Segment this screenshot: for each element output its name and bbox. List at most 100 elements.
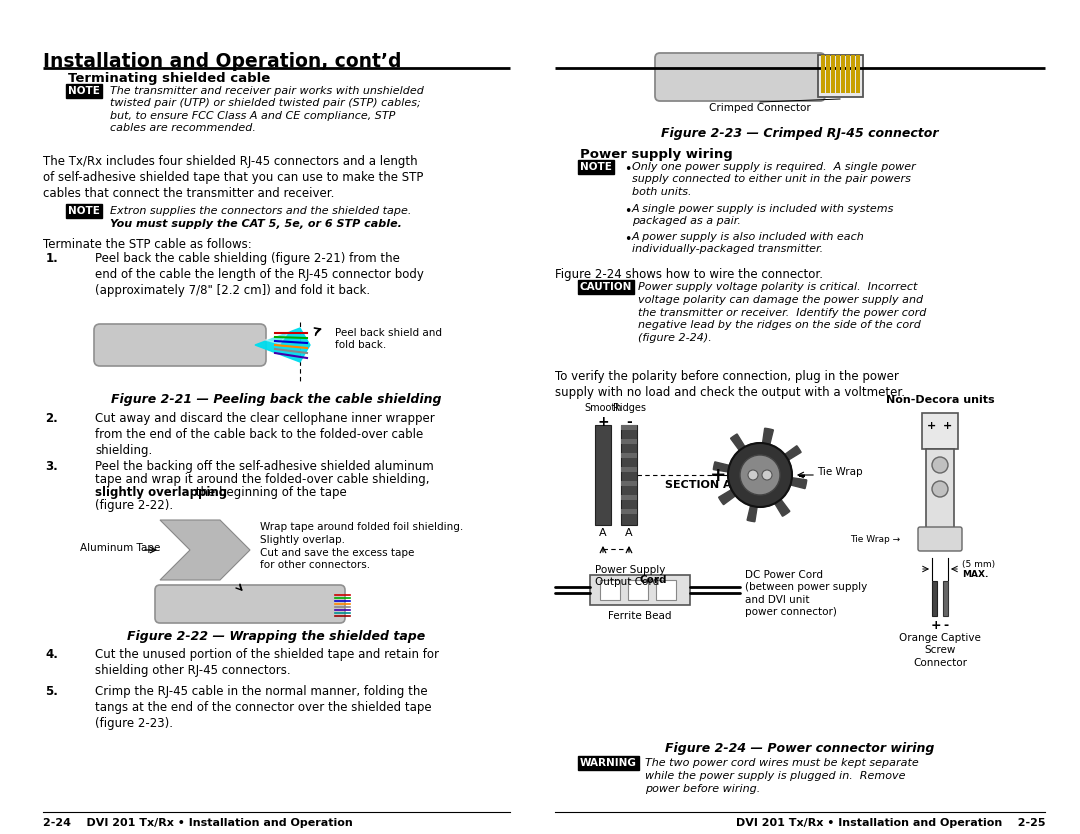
Text: Only one power supply is required.  A single power
supply connected to either un: Only one power supply is required. A sin… xyxy=(632,162,916,197)
Bar xyxy=(826,55,829,93)
Text: •: • xyxy=(624,163,632,176)
Text: Peel back shield and
fold back.: Peel back shield and fold back. xyxy=(335,328,442,350)
Text: Power supply voltage polarity is critical.  Incorrect
voltage polarity can damag: Power supply voltage polarity is critica… xyxy=(638,282,927,344)
Text: -: - xyxy=(944,619,948,632)
Bar xyxy=(943,581,948,616)
Text: Power supply wiring: Power supply wiring xyxy=(580,148,732,161)
Text: 3.: 3. xyxy=(45,460,58,473)
Bar xyxy=(851,55,854,93)
Text: The two power cord wires must be kept separate
while the power supply is plugged: The two power cord wires must be kept se… xyxy=(645,758,919,794)
Text: SECTION A–A: SECTION A–A xyxy=(665,480,746,490)
Text: Peel back the cable shielding (figure 2-21) from the
end of the cable the length: Peel back the cable shielding (figure 2-… xyxy=(95,252,423,297)
Text: Installation and Operation, cont’d: Installation and Operation, cont’d xyxy=(43,52,402,71)
FancyBboxPatch shape xyxy=(654,53,825,101)
Polygon shape xyxy=(265,330,291,344)
Bar xyxy=(821,55,824,93)
Text: Cord: Cord xyxy=(639,575,666,585)
Text: DC Power Cord
(between power supply
and DVI unit
power connector): DC Power Cord (between power supply and … xyxy=(745,570,867,617)
Text: To verify the polarity before connection, plug in the power
supply with no load : To verify the polarity before connection… xyxy=(555,370,905,399)
Text: Figure 2-22 — Wrapping the shielded tape: Figure 2-22 — Wrapping the shielded tape xyxy=(127,630,426,643)
Text: Ridges: Ridges xyxy=(612,403,646,413)
Text: +: + xyxy=(928,421,936,431)
Bar xyxy=(831,55,835,93)
Bar xyxy=(841,55,845,93)
Text: tape and wrap it around the folded-over cable shielding,: tape and wrap it around the folded-over … xyxy=(95,473,430,486)
Text: Tie Wrap →: Tie Wrap → xyxy=(850,535,900,544)
Text: +: + xyxy=(943,421,953,431)
Text: Terminating shielded cable: Terminating shielded cable xyxy=(68,72,270,85)
Text: A: A xyxy=(599,528,607,538)
Bar xyxy=(595,425,611,525)
Bar xyxy=(621,481,637,486)
Text: 1.: 1. xyxy=(45,252,58,265)
Bar xyxy=(621,467,637,472)
Text: Terminate the STP cable as follows:: Terminate the STP cable as follows: xyxy=(43,238,252,251)
Text: Figure 2-24 shows how to wire the connector.: Figure 2-24 shows how to wire the connec… xyxy=(555,268,823,281)
Text: A power supply is also included with each
individually-packaged transmitter.: A power supply is also included with eac… xyxy=(632,232,865,254)
Polygon shape xyxy=(160,520,249,580)
Text: Wrap tape around folded foil shielding.
Slightly overlap.
Cut and save the exces: Wrap tape around folded foil shielding. … xyxy=(260,522,463,570)
Text: Ferrite Bead: Ferrite Bead xyxy=(608,611,672,621)
Text: Peel the backing off the self-adhesive shielded aluminum: Peel the backing off the self-adhesive s… xyxy=(95,460,434,473)
Text: Extron supplies the connectors and the shielded tape.: Extron supplies the connectors and the s… xyxy=(110,206,411,216)
Polygon shape xyxy=(713,428,807,522)
Text: slightly overlapping: slightly overlapping xyxy=(95,486,227,499)
Text: 2.: 2. xyxy=(45,412,58,425)
Text: CAUTION: CAUTION xyxy=(580,282,633,292)
Text: WARNING: WARNING xyxy=(580,758,637,768)
Circle shape xyxy=(740,455,780,495)
Text: Crimp the RJ-45 cable in the normal manner, folding the
tangs at the end of the : Crimp the RJ-45 cable in the normal mann… xyxy=(95,685,432,730)
Text: +: + xyxy=(710,465,726,485)
Text: NOTE: NOTE xyxy=(68,86,99,96)
FancyBboxPatch shape xyxy=(156,585,345,623)
Text: A: A xyxy=(625,528,633,538)
Text: •: • xyxy=(624,233,632,246)
Text: -: - xyxy=(626,415,632,429)
Text: Power Supply
Output Cord: Power Supply Output Cord xyxy=(595,565,665,587)
Bar xyxy=(621,439,637,444)
Text: the beginning of the tape: the beginning of the tape xyxy=(192,486,347,499)
Text: Crimped Connector: Crimped Connector xyxy=(710,103,811,113)
Text: +: + xyxy=(597,415,609,429)
Text: NOTE: NOTE xyxy=(68,206,99,216)
Text: Cut the unused portion of the shielded tape and retain for
shielding other RJ-45: Cut the unused portion of the shielded t… xyxy=(95,648,438,677)
Bar xyxy=(932,581,937,616)
Text: 4.: 4. xyxy=(45,648,58,661)
Text: (figure 2-22).: (figure 2-22). xyxy=(95,499,173,512)
Text: Cut away and discard the clear cellophane inner wrapper
from the end of the cabl: Cut away and discard the clear cellophan… xyxy=(95,412,435,457)
Text: Figure 2-21 — Peeling back the cable shielding: Figure 2-21 — Peeling back the cable shi… xyxy=(111,393,442,406)
Circle shape xyxy=(932,457,948,473)
Text: -: - xyxy=(798,465,806,485)
Bar xyxy=(656,580,676,600)
Text: Figure 2-23 — Crimped RJ-45 connector: Figure 2-23 — Crimped RJ-45 connector xyxy=(661,127,939,140)
Bar xyxy=(922,413,958,449)
Bar xyxy=(621,453,637,458)
Text: +: + xyxy=(931,619,942,632)
Text: MAX.: MAX. xyxy=(962,570,988,579)
Text: Smooth: Smooth xyxy=(584,403,622,413)
Text: A single power supply is included with systems
packaged as a pair.: A single power supply is included with s… xyxy=(632,204,894,226)
Bar xyxy=(590,575,690,605)
Text: Orange Captive
Screw
Connector: Orange Captive Screw Connector xyxy=(899,633,981,668)
Bar xyxy=(818,55,863,97)
Bar xyxy=(621,425,637,525)
Polygon shape xyxy=(255,328,310,362)
Text: The transmitter and receiver pair works with unshielded
twisted pair (UTP) or sh: The transmitter and receiver pair works … xyxy=(110,86,423,133)
Text: Tie Wrap: Tie Wrap xyxy=(816,467,863,477)
Bar xyxy=(621,509,637,514)
Text: 2-24    DVI 201 Tx/Rx • Installation and Operation: 2-24 DVI 201 Tx/Rx • Installation and Op… xyxy=(43,818,353,828)
Bar xyxy=(926,449,954,529)
FancyBboxPatch shape xyxy=(94,324,266,366)
Text: The Tx/Rx includes four shielded RJ-45 connectors and a length
of self-adhesive : The Tx/Rx includes four shielded RJ-45 c… xyxy=(43,155,423,200)
Text: (5 mm): (5 mm) xyxy=(962,560,995,569)
Text: DVI 201 Tx/Rx • Installation and Operation    2-25: DVI 201 Tx/Rx • Installation and Operati… xyxy=(735,818,1045,828)
Text: •: • xyxy=(624,205,632,218)
Bar xyxy=(600,580,620,600)
Text: Aluminum Tape: Aluminum Tape xyxy=(80,543,160,553)
Bar xyxy=(846,55,850,93)
Bar xyxy=(621,425,637,430)
Text: Figure 2-24 — Power connector wiring: Figure 2-24 — Power connector wiring xyxy=(665,742,934,755)
Circle shape xyxy=(932,481,948,497)
Circle shape xyxy=(748,470,758,480)
Circle shape xyxy=(762,470,772,480)
